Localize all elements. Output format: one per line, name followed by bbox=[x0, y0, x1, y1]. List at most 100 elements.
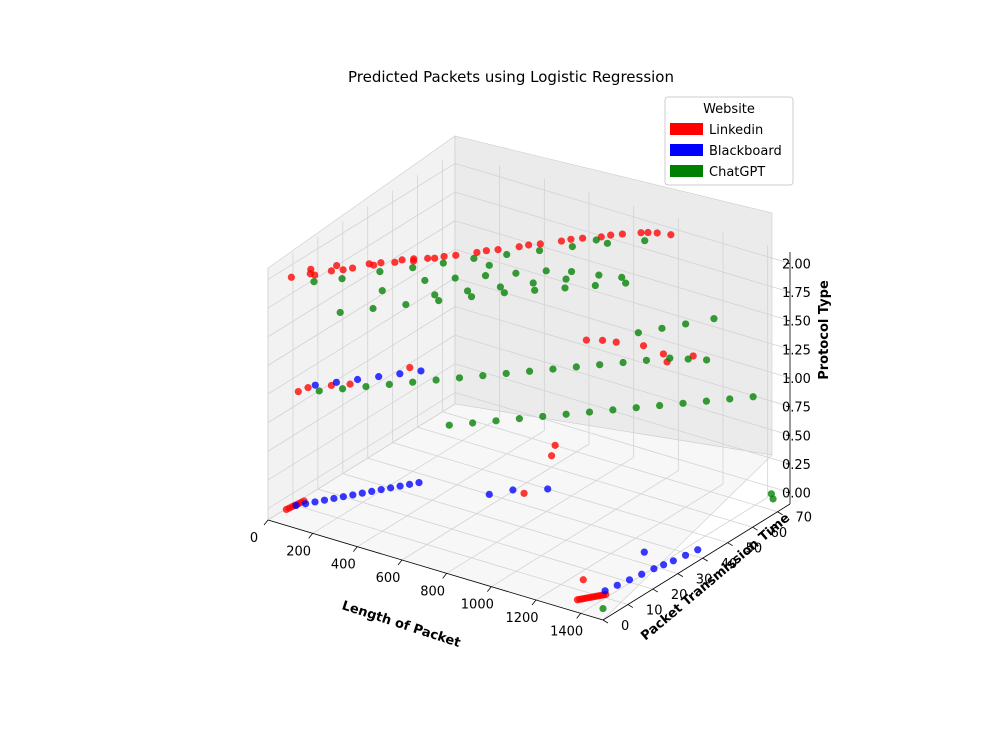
data-point-chatgpt bbox=[500, 289, 508, 297]
z-gridline-left bbox=[267, 277, 456, 395]
z-tick-label: 1.00 bbox=[782, 372, 811, 387]
data-point-chatgpt bbox=[595, 271, 603, 279]
data-point-linkedin bbox=[520, 489, 528, 497]
data-point-linkedin bbox=[579, 234, 587, 242]
y-tick bbox=[602, 619, 609, 624]
z-tick-label: 0.00 bbox=[782, 487, 811, 502]
data-point-linkedin bbox=[391, 258, 399, 266]
data-point-linkedin bbox=[567, 235, 575, 243]
x-gridline-floor bbox=[491, 470, 679, 588]
data-point-linkedin bbox=[536, 240, 544, 248]
data-point-linkedin bbox=[410, 255, 418, 263]
data-point-blackboard bbox=[485, 490, 493, 499]
data-point-chatgpt bbox=[641, 237, 649, 245]
data-point-chatgpt bbox=[467, 293, 476, 301]
data-point-chatgpt bbox=[561, 284, 569, 292]
data-point-blackboard bbox=[613, 581, 621, 589]
x-tick bbox=[263, 519, 269, 526]
data-point-chatgpt bbox=[485, 261, 493, 269]
data-point-linkedin bbox=[618, 230, 626, 238]
data-point-linkedin bbox=[311, 271, 319, 279]
x-gridline-floor bbox=[446, 456, 634, 574]
x-tick-label: 1400 bbox=[550, 624, 583, 639]
x-axis-line bbox=[267, 519, 604, 621]
y-tick bbox=[677, 573, 684, 577]
data-point-chatgpt bbox=[531, 286, 539, 294]
legend-swatch-blackboard bbox=[670, 144, 703, 156]
data-point-chatgpt bbox=[656, 401, 664, 410]
y-gridline-floor bbox=[317, 488, 653, 590]
z-gridline-back bbox=[454, 163, 791, 264]
data-point-blackboard bbox=[681, 551, 690, 559]
data-point-linkedin bbox=[548, 452, 556, 460]
data-point-chatgpt bbox=[315, 387, 323, 395]
data-point-chatgpt bbox=[592, 236, 600, 244]
y-tick-label: 50 bbox=[746, 542, 763, 557]
data-point-blackboard bbox=[301, 500, 310, 508]
y-gridline-floor bbox=[392, 442, 728, 544]
z-tick-label: 0.50 bbox=[782, 429, 811, 444]
data-point-blackboard bbox=[387, 484, 395, 492]
z-axis-label: Protocol Type bbox=[817, 280, 832, 380]
data-point-chatgpt bbox=[439, 259, 447, 267]
data-point-blackboard bbox=[669, 557, 677, 565]
z-gridline-left bbox=[267, 306, 456, 423]
y-gridline-floor bbox=[292, 504, 629, 605]
y-tick-label: 10 bbox=[646, 604, 663, 619]
data-point-chatgpt bbox=[658, 324, 666, 332]
x-tick-label: 0 bbox=[250, 531, 258, 546]
data-point-linkedin bbox=[612, 338, 620, 346]
y-tick-label: 40 bbox=[721, 557, 738, 572]
data-point-chatgpt bbox=[376, 268, 384, 276]
y-tick bbox=[627, 604, 634, 608]
data-point-chatgpt bbox=[710, 315, 718, 323]
data-point-chatgpt bbox=[445, 421, 453, 429]
data-point-chatgpt bbox=[362, 382, 370, 391]
data-point-blackboard bbox=[405, 480, 414, 488]
x-tick-label: 600 bbox=[376, 571, 401, 586]
x-tick bbox=[576, 613, 581, 619]
legend-swatch-chatgpt bbox=[670, 165, 703, 177]
data-point-blackboard bbox=[375, 373, 383, 381]
data-point-chatgpt bbox=[567, 267, 576, 276]
x-gridline-floor bbox=[357, 430, 545, 548]
data-point-linkedin bbox=[525, 241, 533, 249]
data-point-blackboard bbox=[339, 493, 347, 501]
data-point-chatgpt bbox=[492, 417, 500, 425]
data-point-blackboard bbox=[311, 498, 319, 506]
data-point-blackboard bbox=[417, 367, 425, 375]
data-point-chatgpt bbox=[525, 367, 534, 375]
x-tick bbox=[308, 533, 313, 539]
data-point-chatgpt bbox=[572, 363, 580, 371]
data-point-linkedin bbox=[339, 266, 347, 274]
data-point-linkedin bbox=[598, 336, 607, 344]
data-point-blackboard bbox=[650, 565, 658, 573]
x-tick-label: 200 bbox=[286, 544, 311, 559]
data-point-chatgpt bbox=[409, 264, 417, 272]
data-point-linkedin bbox=[473, 248, 481, 257]
data-point-chatgpt bbox=[455, 374, 464, 382]
data-point-chatgpt bbox=[603, 239, 612, 247]
z-gridline-left bbox=[267, 334, 456, 452]
data-point-chatgpt bbox=[421, 276, 429, 285]
z-gridline-back bbox=[454, 277, 791, 379]
data-point-linkedin bbox=[579, 576, 587, 584]
legend-label-linkedin: Linkedin bbox=[709, 123, 763, 138]
x-tick bbox=[487, 586, 492, 592]
data-point-blackboard bbox=[601, 587, 609, 595]
data-point-chatgpt bbox=[378, 287, 386, 295]
data-point-linkedin bbox=[440, 252, 448, 261]
x-tick-label: 1000 bbox=[461, 598, 494, 613]
x-tick bbox=[397, 559, 403, 566]
z-gridline-back bbox=[454, 248, 791, 350]
data-point-linkedin bbox=[494, 246, 502, 254]
data-point-blackboard bbox=[396, 370, 404, 378]
axis-lines bbox=[263, 252, 791, 624]
data-point-linkedin bbox=[304, 384, 312, 392]
y-axis-line bbox=[602, 503, 791, 621]
y-tick bbox=[652, 588, 659, 593]
z-gridline-left bbox=[267, 363, 456, 481]
z-gridline-left bbox=[267, 220, 456, 338]
x-axis-label: Length of Packet bbox=[340, 598, 462, 651]
